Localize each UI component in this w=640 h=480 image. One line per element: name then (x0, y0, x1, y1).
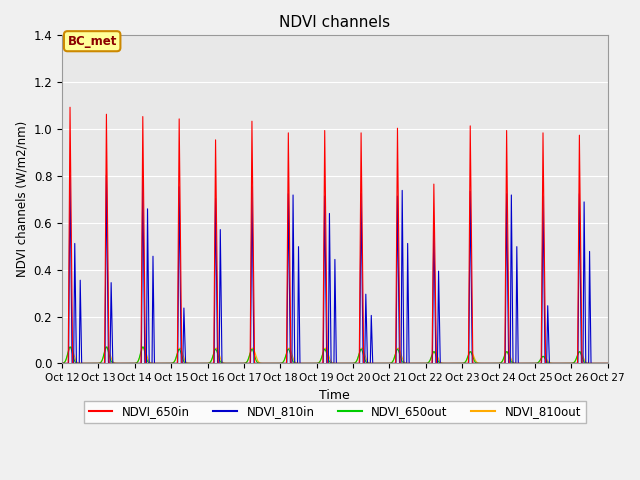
X-axis label: Time: Time (319, 389, 350, 402)
Title: NDVI channels: NDVI channels (279, 15, 390, 30)
Legend: NDVI_650in, NDVI_810in, NDVI_650out, NDVI_810out: NDVI_650in, NDVI_810in, NDVI_650out, NDV… (84, 401, 586, 423)
Y-axis label: NDVI channels (W/m2/nm): NDVI channels (W/m2/nm) (15, 121, 28, 277)
Text: BC_met: BC_met (67, 35, 117, 48)
